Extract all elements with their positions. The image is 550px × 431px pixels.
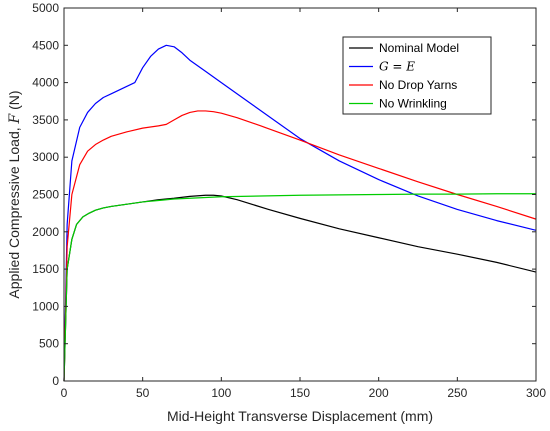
series-line-g-e — [63, 44, 537, 382]
y-axis-label-unit: (N) — [6, 90, 22, 109]
x-tick-label: 300 — [526, 386, 546, 400]
x-tick-label: 250 — [447, 386, 467, 400]
y-tick-label: 2000 — [32, 225, 59, 239]
legend-entry-no-wrinkling: No Wrinkling — [379, 97, 447, 111]
x-tick-label: 100 — [211, 386, 231, 400]
y-tick-label: 4000 — [32, 76, 59, 90]
y-axis-label: Applied Compressive Load, F (N) — [6, 90, 23, 298]
y-axis-label-text: Applied Compressive Load, — [6, 127, 22, 298]
legend-box — [342, 36, 492, 115]
x-axis-label: Mid-Height Transverse Displacement (mm) — [167, 408, 433, 424]
x-tick-label: 50 — [136, 386, 150, 400]
y-tick-label: 2500 — [32, 188, 59, 202]
y-tick-label: 5000 — [32, 1, 59, 15]
legend-entry-nominal-model: Nominal Model — [379, 41, 459, 55]
y-tick-label: 3500 — [32, 113, 59, 127]
y-tick-label: 500 — [39, 337, 59, 351]
x-tick-label: 200 — [369, 386, 389, 400]
y-tick-label: 1500 — [32, 262, 59, 276]
y-axis-label-symbol: F — [7, 112, 23, 124]
y-axis-ticks: 0 500 1000 1500 2000 2500 3000 3500 4000 4500 5000 — [32, 1, 536, 388]
x-axis-ticks: 0 50 100 150 200 250 300 — [61, 8, 546, 400]
y-tick-label: 0 — [52, 374, 59, 388]
y-tick-label: 4500 — [32, 38, 59, 52]
x-tick-label: 150 — [290, 386, 310, 400]
legend-entry-no-drop-yarns: No Drop Yarns — [379, 78, 457, 92]
x-tick-label: 0 — [61, 386, 68, 400]
legend: Nominal Model G = E No Drop Yarns No Wrinkl… — [342, 36, 492, 115]
y-tick-label: 1000 — [32, 299, 59, 313]
series-group — [63, 44, 537, 382]
series-line-no-drop-yarns — [63, 110, 537, 382]
legend-entry-g-e: G = E — [379, 60, 415, 74]
series-line-no-wrinkling — [63, 193, 536, 382]
y-tick-label: 3000 — [32, 150, 59, 164]
